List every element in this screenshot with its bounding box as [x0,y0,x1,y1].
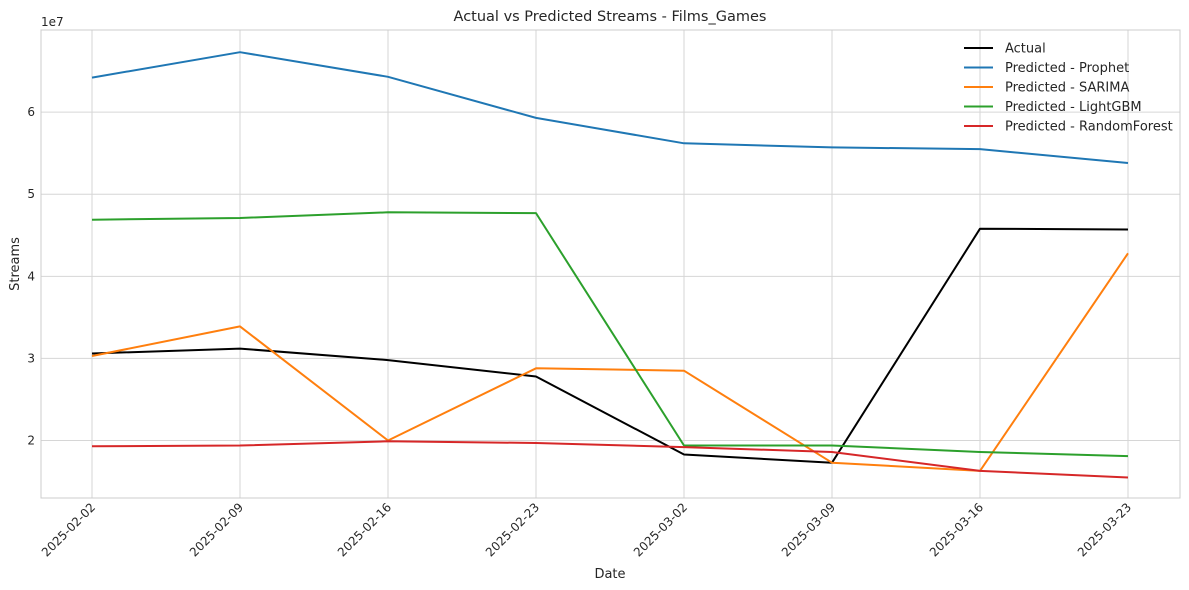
y-tick-label: 3 [27,351,35,365]
x-tick-label: 2025-02-23 [483,500,542,559]
legend-label-actual: Actual [1005,42,1046,57]
series-line-predicted-lightgbm [91,211,1129,458]
series-line-actual [91,227,1129,464]
x-axis-label: Date [594,567,625,582]
x-tick-label: 2025-03-02 [631,500,690,559]
y-tick-label: 4 [27,269,35,283]
legend-label-predicted-prophet: Predicted - Prophet [1005,61,1129,76]
y-tick-label: 5 [27,187,35,201]
plot-frame [40,29,1181,499]
grid [41,30,1180,498]
legend-label-predicted-sarima: Predicted - SARIMA [1005,81,1129,96]
x-tick-label: 2025-03-16 [927,500,986,559]
y-tick-label: 2 [27,434,35,448]
legend-label-predicted-lightgbm: Predicted - LightGBM [1005,100,1142,115]
legend-label-predicted-randomforest: Predicted - RandomForest [1005,120,1173,135]
series-lines [91,51,1129,479]
x-tick-label: 2025-02-02 [39,500,98,559]
x-tick-label: 2025-02-16 [335,500,394,559]
x-tick-label: 2025-03-09 [779,500,838,559]
x-tick-label: 2025-02-09 [187,500,246,559]
legend: Actual Predicted - Prophet Predicted - SAR… [964,42,1173,135]
x-tick-label: 2025-03-23 [1075,500,1134,559]
y-tick-label: 6 [27,105,35,119]
chart-title: Actual vs Predicted Streams - Films_Game… [454,9,767,25]
series-line-predicted-randomforest [91,440,1129,479]
series-line-predicted-prophet [91,51,1129,164]
y-tick-labels: 2 3 4 5 6 [27,105,35,447]
series-line-predicted-sarima [91,252,1129,472]
x-tick-labels: 2025-02-02 2025-02-09 2025-02-16 2025-02-23… [39,500,1134,559]
y-offset-label: 1e7 [41,15,64,29]
y-axis-label: Streams [8,237,23,291]
